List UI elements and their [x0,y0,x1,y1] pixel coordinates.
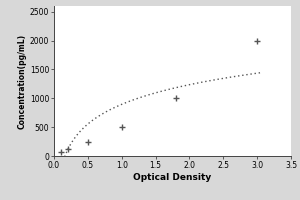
X-axis label: Optical Density: Optical Density [134,173,212,182]
Y-axis label: Concentration(pg/mL): Concentration(pg/mL) [18,33,27,129]
